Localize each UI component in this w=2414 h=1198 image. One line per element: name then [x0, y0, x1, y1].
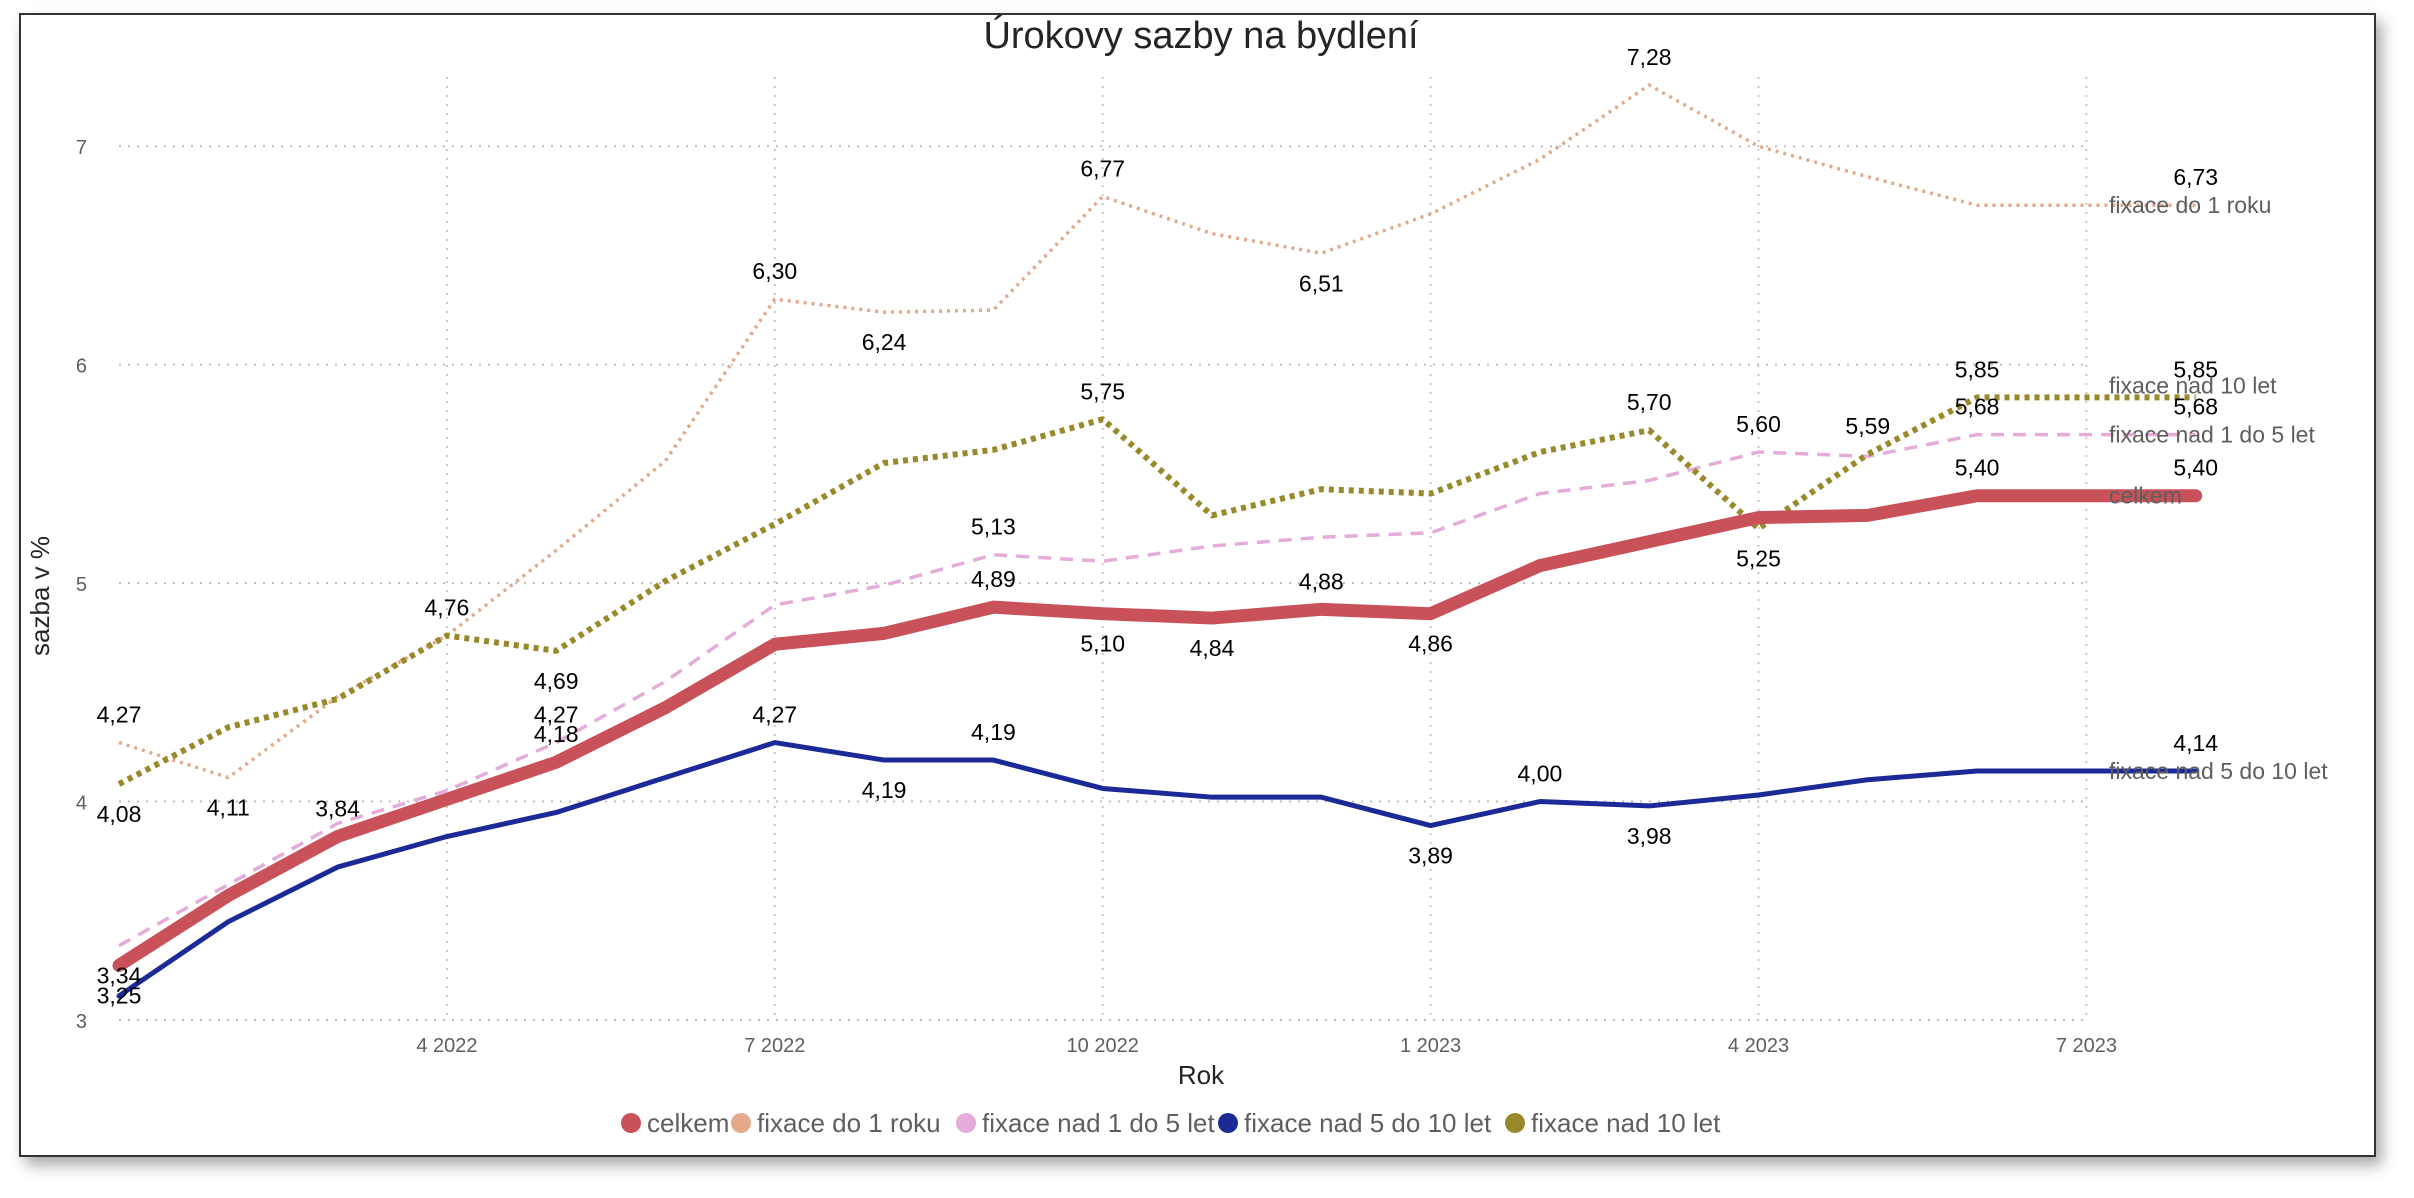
x-tick-label: 4 2023 — [1728, 1035, 1789, 1057]
data-label: 5,85 — [1955, 356, 2000, 382]
data-label: 4,27 — [752, 702, 797, 728]
data-label: 5,70 — [1627, 389, 1672, 415]
data-label: 4,88 — [1299, 568, 1344, 594]
series-lines — [112, 83, 2203, 999]
data-label: 6,51 — [1299, 270, 1344, 296]
legend-swatch — [621, 1113, 641, 1133]
data-label: 5,13 — [971, 514, 1016, 540]
data-label: 3,34 — [97, 963, 142, 989]
data-label: 3,25 — [97, 982, 142, 1008]
data-label: 6,77 — [1080, 155, 1125, 181]
legend-label: fixace nad 5 do 10 let — [1244, 1108, 1492, 1138]
data-label: 5,40 — [2173, 455, 2218, 481]
data-label: 5,85 — [2173, 356, 2218, 382]
series-line-2 — [118, 432, 2196, 948]
chart-title: Úrokovy sazby na bydlení — [983, 15, 1419, 57]
series-end-labels: celkem fixace do 1 roku fixace nad 1 do 5 … — [2109, 192, 2328, 784]
x-tick-label: 7 2022 — [744, 1035, 805, 1057]
x-tick-label: 7 2023 — [2056, 1035, 2117, 1057]
data-label: 5,75 — [1080, 378, 1125, 404]
data-label: 3,84 — [315, 796, 360, 822]
series-line-4 — [117, 394, 2196, 787]
data-label: 5,10 — [1080, 631, 1125, 657]
series-line-0 — [112, 489, 2203, 972]
data-label: 6,24 — [862, 329, 907, 355]
data-label: 4,19 — [862, 777, 907, 803]
x-tick-label: 10 2022 — [1067, 1035, 1139, 1057]
series-end-label: celkem — [2109, 483, 2182, 509]
data-label: 4,89 — [971, 566, 1016, 592]
y-tick-label: 4 — [76, 793, 87, 815]
x-tick-label: 1 2023 — [1400, 1035, 1461, 1057]
x-tick-label: 4 2022 — [416, 1035, 477, 1057]
legend-label: fixace nad 1 do 5 let — [982, 1108, 1215, 1138]
data-label: 5,25 — [1736, 546, 1781, 572]
y-axis-title: sazba v % — [25, 536, 55, 656]
data-label: 6,30 — [752, 258, 797, 284]
data-label: 4,11 — [207, 795, 250, 821]
legend-swatch — [1505, 1113, 1525, 1133]
legend-swatch — [1218, 1113, 1238, 1133]
data-label: 5,59 — [1845, 413, 1890, 439]
data-label: 3,98 — [1627, 823, 1672, 849]
legend-label: celkem — [647, 1108, 729, 1138]
legend: celkem fixace do 1 roku fixace nad 1 do 5 … — [621, 1108, 1721, 1138]
series-line-3 — [116, 740, 2199, 999]
y-tick-label: 7 — [76, 137, 87, 159]
data-label: 4,19 — [971, 719, 1016, 745]
line-chart: Úrokovy sazby na bydlení 3 4 5 6 7 4 2022 7 20… — [25, 15, 2328, 1138]
data-label: 5,68 — [1955, 394, 2000, 420]
data-label: 4,14 — [2173, 730, 2218, 756]
legend-swatch — [956, 1113, 976, 1133]
y-tick-label: 6 — [76, 356, 87, 378]
data-labels: 3,25 3,84 4,18 4,89 5,10 4,84 4,88 4,86 5,40 5,40… — [97, 44, 2219, 1008]
chart-frame: Úrokovy sazby na bydlení 3 4 5 6 7 4 2022 7 20… — [19, 13, 2376, 1157]
data-label: 4,18 — [534, 721, 579, 747]
data-label: 4,69 — [534, 668, 579, 694]
legend-label: fixace do 1 roku — [757, 1108, 941, 1138]
y-tick-label: 5 — [76, 574, 87, 596]
data-label: 3,89 — [1408, 843, 1453, 869]
data-label: 4,08 — [97, 801, 142, 827]
gridlines — [119, 77, 2089, 1021]
data-label: 5,68 — [2173, 394, 2218, 420]
data-label: 4,86 — [1408, 631, 1453, 657]
series-end-label: fixace do 1 roku — [2109, 192, 2271, 218]
data-label: 6,73 — [2173, 164, 2218, 190]
data-label: 4,76 — [425, 595, 470, 621]
axes: 3 4 5 6 7 4 2022 7 2022 10 2022 1 2023 4 2023 7 20… — [76, 137, 2117, 1057]
data-label: 5,40 — [1955, 455, 2000, 481]
series-end-label: fixace nad 10 let — [2109, 372, 2277, 398]
legend-label: fixace nad 10 let — [1531, 1108, 1721, 1138]
legend-swatch — [731, 1113, 751, 1133]
series-end-label: fixace nad 5 do 10 let — [2109, 758, 2328, 784]
data-label: 7,28 — [1627, 44, 1672, 70]
y-tick-label: 3 — [76, 1011, 87, 1033]
data-label: 4,84 — [1190, 635, 1235, 661]
data-label: 4,27 — [534, 702, 579, 728]
series-end-label: fixace nad 1 do 5 let — [2109, 422, 2315, 448]
data-label: 5,60 — [1736, 411, 1781, 437]
data-label: 4,27 — [97, 702, 142, 728]
data-label: 4,00 — [1518, 761, 1563, 787]
x-axis-title: Rok — [1178, 1060, 1225, 1090]
